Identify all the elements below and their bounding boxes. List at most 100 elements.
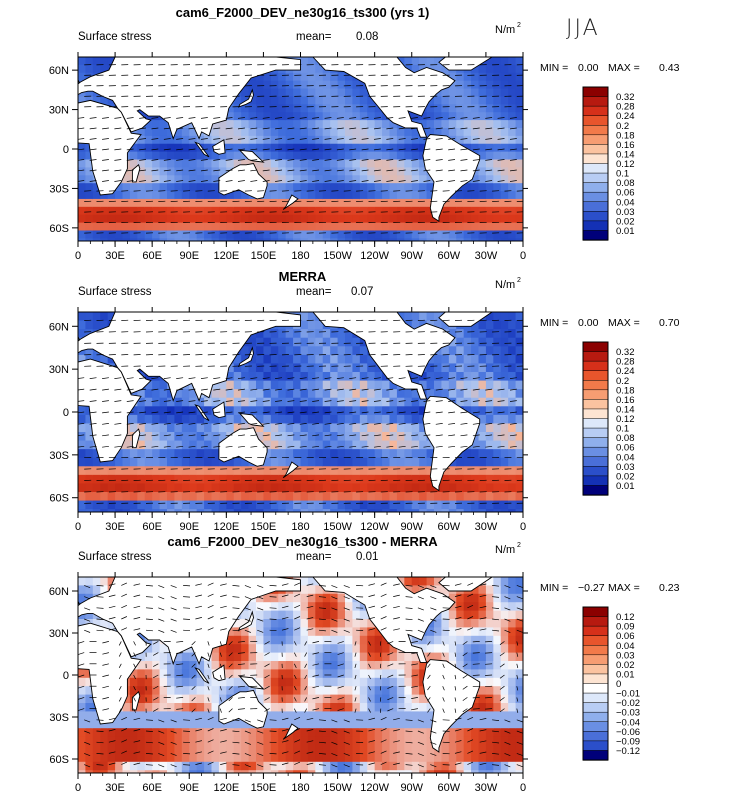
field-cell — [359, 423, 368, 433]
field-cell — [78, 500, 87, 510]
field-cell — [189, 703, 198, 712]
field-cell — [382, 183, 391, 192]
field-cell — [152, 745, 161, 754]
field-cell — [233, 406, 242, 416]
field-cell — [345, 423, 354, 433]
field-cell — [345, 238, 354, 241]
field-cell — [359, 238, 368, 241]
stress-arrow — [225, 411, 233, 414]
field-cell — [270, 509, 279, 512]
field-cell — [129, 230, 138, 239]
field-cell — [167, 509, 176, 512]
field-cell — [374, 466, 383, 476]
field-cell — [167, 183, 176, 192]
field-cell — [463, 474, 472, 485]
field-cell — [478, 206, 487, 216]
field-cell — [367, 175, 376, 184]
stress-arrow — [509, 159, 517, 161]
field-cell — [181, 135, 190, 145]
field-cell — [248, 644, 257, 654]
field-cell — [144, 151, 153, 161]
field-cell — [144, 440, 153, 450]
field-cell — [426, 191, 435, 200]
field-cell — [441, 372, 450, 382]
field-cell — [315, 329, 324, 339]
field-cell — [115, 222, 124, 232]
stress-arrow — [435, 138, 443, 140]
field-cell — [493, 492, 502, 502]
field-cell — [508, 363, 517, 373]
field-cell — [448, 354, 457, 365]
stress-arrow — [423, 423, 431, 425]
field-cell — [85, 320, 94, 330]
field-cell — [92, 222, 101, 232]
field-cell — [404, 457, 413, 467]
field-cell — [478, 346, 487, 356]
field-cell — [322, 135, 331, 145]
field-cell — [293, 143, 302, 153]
field-cell — [174, 214, 183, 224]
field-cell — [500, 466, 509, 476]
stress-arrow — [373, 117, 381, 119]
stress-arrow — [139, 400, 147, 402]
stress-arrow — [324, 423, 332, 425]
field-cell — [322, 143, 331, 153]
field-cell — [337, 346, 346, 356]
field-cell — [248, 669, 257, 679]
field-cell — [322, 380, 331, 390]
field-cell — [500, 372, 509, 382]
field-cell — [307, 72, 316, 82]
field-cell — [263, 500, 272, 510]
field-cell — [463, 406, 472, 416]
field-cell — [471, 320, 480, 330]
field-cell — [256, 135, 265, 145]
field-cell — [278, 346, 287, 356]
field-cell — [330, 230, 339, 239]
stress-arrow — [509, 127, 517, 130]
field-cell — [471, 206, 480, 216]
field-cell — [270, 167, 279, 176]
field-cell — [471, 222, 480, 232]
stress-arrow — [336, 411, 344, 414]
stress-arrow — [386, 138, 394, 140]
field-cell — [248, 652, 257, 662]
field-cell — [233, 761, 242, 771]
stress-arrow — [262, 148, 270, 151]
field-cell — [152, 711, 161, 721]
coastline-africa — [78, 99, 142, 196]
field-cell — [389, 406, 398, 416]
field-cell — [500, 474, 509, 485]
field-cell — [471, 72, 480, 82]
field-cell — [448, 329, 457, 339]
field-cell — [189, 423, 198, 433]
field-cell — [300, 104, 309, 113]
field-cell — [144, 127, 153, 137]
colorbar-label: 0.2 — [616, 376, 629, 387]
field-cell — [426, 483, 435, 493]
field-cell — [411, 167, 420, 176]
field-cell — [137, 753, 146, 763]
field-cell — [315, 88, 324, 98]
field-cell — [426, 449, 435, 459]
field-cell — [441, 354, 450, 365]
field-cell — [315, 167, 324, 176]
field-cell — [218, 457, 227, 467]
field-cell — [278, 432, 287, 442]
stress-arrow — [200, 159, 208, 161]
y-tick-label: 0 — [63, 407, 69, 419]
field-cell — [434, 127, 443, 137]
stress-arrow — [485, 159, 493, 161]
field-cell — [448, 198, 457, 208]
field-cell — [159, 449, 168, 459]
field-cell — [396, 151, 405, 161]
field-cell — [211, 644, 220, 654]
field-cell — [293, 509, 302, 512]
field-cell — [337, 230, 346, 239]
field-cell — [204, 222, 213, 232]
field-cell — [515, 222, 523, 232]
field-cell — [270, 354, 279, 365]
field-cell — [270, 112, 279, 121]
field-cell — [78, 96, 87, 105]
field-cell — [463, 363, 472, 373]
field-cell — [485, 57, 494, 66]
